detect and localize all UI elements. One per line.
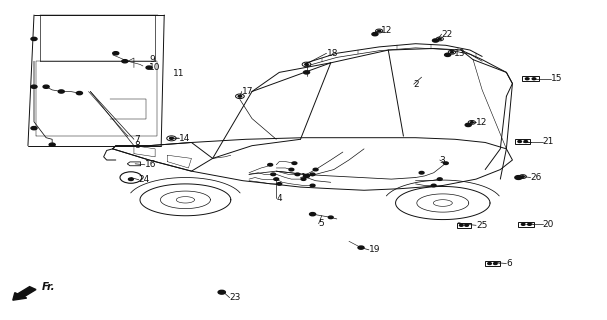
Circle shape — [444, 53, 450, 56]
Circle shape — [521, 176, 524, 177]
Circle shape — [493, 263, 497, 265]
Text: 5: 5 — [319, 219, 324, 228]
Circle shape — [49, 143, 55, 146]
Circle shape — [450, 52, 453, 53]
Text: 8: 8 — [134, 141, 140, 150]
Circle shape — [437, 178, 442, 180]
Text: 17: 17 — [242, 87, 253, 96]
Circle shape — [433, 39, 438, 42]
Text: 23: 23 — [229, 293, 241, 302]
Circle shape — [310, 184, 315, 187]
Circle shape — [419, 172, 424, 174]
Bar — [457, 223, 470, 228]
Text: 3: 3 — [439, 156, 446, 164]
Circle shape — [113, 52, 119, 55]
Text: 10: 10 — [149, 63, 161, 72]
Bar — [522, 76, 539, 81]
Text: 2: 2 — [414, 80, 419, 89]
Circle shape — [277, 183, 282, 185]
Text: 11: 11 — [173, 69, 185, 78]
Text: 21: 21 — [543, 137, 554, 146]
Text: 6: 6 — [506, 259, 512, 268]
Circle shape — [31, 85, 37, 88]
Circle shape — [310, 212, 316, 216]
Circle shape — [122, 60, 128, 63]
Circle shape — [526, 78, 529, 80]
Circle shape — [521, 223, 525, 225]
Circle shape — [527, 223, 531, 225]
Text: 22: 22 — [441, 30, 453, 39]
Text: Fr.: Fr. — [42, 282, 55, 292]
Text: 19: 19 — [369, 245, 381, 254]
Circle shape — [268, 164, 273, 166]
Circle shape — [328, 216, 333, 219]
Text: 26: 26 — [531, 173, 542, 182]
Circle shape — [43, 85, 49, 88]
Circle shape — [515, 176, 522, 180]
Circle shape — [313, 168, 318, 171]
Circle shape — [292, 162, 297, 164]
Text: 12: 12 — [381, 27, 392, 36]
Circle shape — [129, 178, 134, 180]
Circle shape — [146, 66, 152, 69]
Text: 18: 18 — [327, 49, 338, 58]
Circle shape — [31, 37, 37, 41]
Text: 16: 16 — [145, 160, 157, 169]
Circle shape — [518, 140, 521, 142]
Circle shape — [304, 71, 310, 74]
Circle shape — [465, 123, 471, 126]
Circle shape — [532, 78, 536, 80]
Text: 7: 7 — [134, 135, 140, 144]
Text: 1: 1 — [300, 173, 306, 182]
Circle shape — [465, 224, 469, 226]
Circle shape — [304, 174, 310, 178]
Circle shape — [295, 173, 300, 176]
Text: 24: 24 — [139, 175, 150, 184]
Text: 12: 12 — [476, 118, 487, 127]
Bar — [515, 139, 531, 144]
FancyArrow shape — [13, 287, 36, 300]
Bar — [485, 261, 500, 266]
Circle shape — [274, 178, 279, 180]
Circle shape — [372, 33, 378, 36]
Circle shape — [271, 173, 276, 176]
Text: 13: 13 — [453, 49, 465, 58]
Circle shape — [438, 38, 441, 40]
Circle shape — [289, 168, 294, 171]
Circle shape — [310, 173, 315, 176]
Circle shape — [218, 290, 225, 294]
Circle shape — [31, 126, 37, 130]
Text: 25: 25 — [476, 221, 487, 230]
Text: 4: 4 — [276, 194, 282, 203]
Circle shape — [76, 92, 83, 95]
Circle shape — [358, 246, 364, 249]
Circle shape — [524, 140, 527, 142]
Text: 14: 14 — [179, 134, 191, 143]
Circle shape — [58, 90, 64, 93]
Circle shape — [305, 63, 308, 65]
Circle shape — [378, 30, 381, 32]
Circle shape — [459, 224, 463, 226]
Circle shape — [238, 95, 242, 97]
Circle shape — [301, 178, 306, 180]
Circle shape — [488, 263, 491, 265]
Circle shape — [470, 122, 473, 123]
Bar — [518, 222, 534, 227]
Text: 20: 20 — [543, 220, 554, 229]
Circle shape — [443, 162, 448, 164]
Text: 9: 9 — [149, 55, 155, 64]
Text: 15: 15 — [551, 74, 562, 83]
Circle shape — [432, 184, 436, 187]
Circle shape — [169, 137, 174, 139]
